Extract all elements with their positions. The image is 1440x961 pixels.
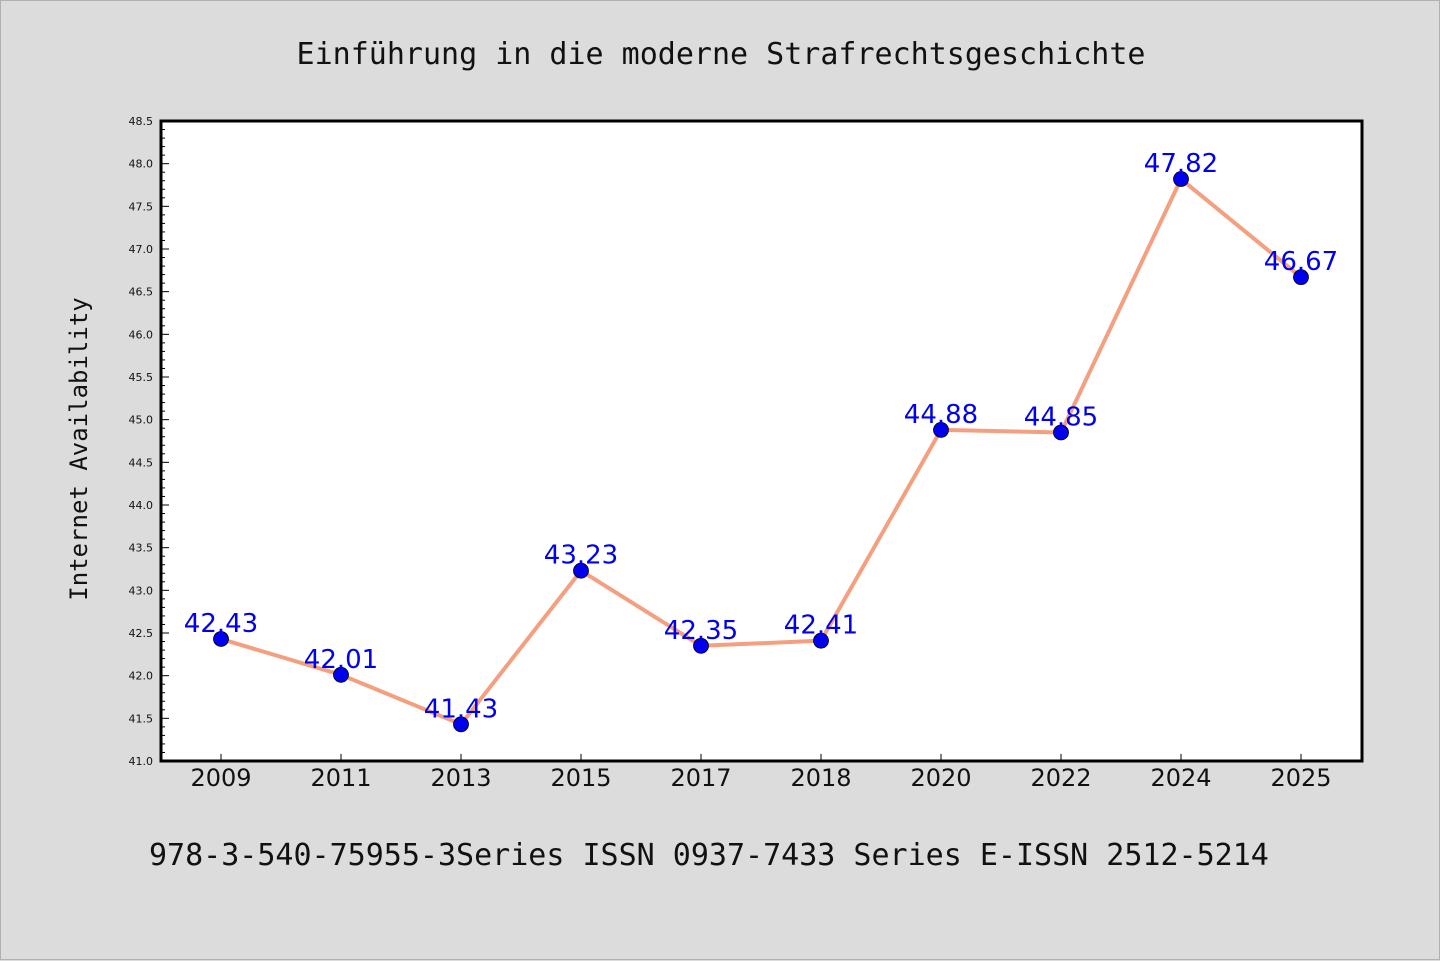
x-tick-label: 2009 bbox=[190, 764, 251, 792]
data-label: 46.67 bbox=[1264, 247, 1338, 277]
y-tick-label: 43.5 bbox=[129, 542, 154, 555]
y-tick-label: 43.0 bbox=[129, 584, 154, 597]
data-point bbox=[933, 422, 949, 438]
y-tick-label: 47.5 bbox=[129, 200, 154, 213]
data-label: 43.23 bbox=[544, 541, 618, 571]
x-tick-label: 2015 bbox=[550, 764, 611, 792]
y-tick-label: 47.0 bbox=[129, 243, 154, 256]
y-tick-label: 41.5 bbox=[129, 712, 154, 725]
x-tick-label: 2017 bbox=[670, 764, 731, 792]
footer-text: 978-3-540-75955-3Series ISSN 0937-7433 S… bbox=[149, 838, 1269, 873]
x-tick-label: 2025 bbox=[1270, 764, 1331, 792]
data-label: 47.82 bbox=[1144, 149, 1218, 179]
plot-frame bbox=[159, 119, 1364, 763]
series-line bbox=[220, 177, 1303, 727]
x-tick-label: 2024 bbox=[1150, 764, 1211, 792]
data-point bbox=[813, 632, 829, 649]
y-tick-label: 46.5 bbox=[129, 286, 154, 299]
data-point bbox=[1173, 171, 1189, 187]
data-label: 42.01 bbox=[304, 645, 378, 675]
data-label: 44.88 bbox=[904, 400, 978, 430]
y-axis: 41.0 41.5 42.0 42.5 43.0 43.5 44.0 44.5 45.0 45.5… bbox=[129, 115, 169, 768]
y-tick-label: 45.0 bbox=[129, 414, 154, 427]
x-tick-label: 2022 bbox=[1030, 764, 1091, 792]
x-tick-label: 2018 bbox=[790, 764, 851, 792]
data-label: 42.35 bbox=[664, 616, 738, 646]
chart-title: Einführung in die moderne Strafrechtsges… bbox=[297, 37, 1146, 72]
data-point bbox=[213, 631, 229, 647]
data-point bbox=[573, 562, 589, 579]
y-tick-label: 45.5 bbox=[129, 371, 154, 384]
y-tick-label: 48.0 bbox=[129, 158, 154, 171]
data-labels: 42.43 42.01 41.43 43.23 42.35 42.41 44.88 44.85… bbox=[184, 149, 1338, 724]
y-tick-label: 44.0 bbox=[129, 499, 154, 512]
x-tick-label: 2011 bbox=[310, 764, 371, 792]
x-tick-label: 2013 bbox=[430, 764, 491, 792]
y-tick-label: 41.0 bbox=[129, 755, 154, 768]
plot-area bbox=[161, 121, 1362, 761]
data-point bbox=[693, 637, 709, 654]
y-tick-label: 42.0 bbox=[129, 670, 154, 683]
y-tick-label: 48.5 bbox=[129, 115, 154, 128]
data-label: 42.43 bbox=[184, 609, 258, 639]
data-point bbox=[453, 716, 469, 733]
data-point bbox=[1293, 269, 1309, 286]
x-tick-label: 2020 bbox=[910, 764, 971, 792]
y-tick-label: 42.5 bbox=[129, 627, 154, 640]
data-label: 41.43 bbox=[424, 694, 498, 724]
y-tick-label: 46.0 bbox=[129, 328, 154, 341]
data-label: 42.41 bbox=[784, 611, 858, 641]
data-point bbox=[333, 666, 349, 683]
data-point bbox=[1053, 424, 1069, 441]
data-label: 44.85 bbox=[1024, 402, 1098, 432]
y-axis-label: Internet Availability bbox=[65, 297, 93, 600]
markers bbox=[213, 171, 1309, 733]
y-tick-label: 44.5 bbox=[129, 456, 154, 469]
